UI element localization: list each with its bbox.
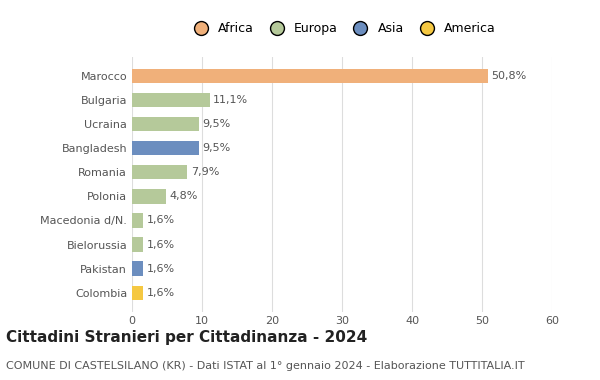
Text: 7,9%: 7,9% xyxy=(191,167,219,177)
Bar xyxy=(132,285,143,300)
Text: 4,8%: 4,8% xyxy=(169,192,197,201)
Bar xyxy=(132,261,143,276)
Text: 1,6%: 1,6% xyxy=(146,264,175,274)
Text: COMUNE DI CASTELSILANO (KR) - Dati ISTAT al 1° gennaio 2024 - Elaborazione TUTTI: COMUNE DI CASTELSILANO (KR) - Dati ISTAT… xyxy=(6,361,524,370)
Bar xyxy=(132,213,143,228)
Bar xyxy=(132,189,166,204)
Text: 50,8%: 50,8% xyxy=(491,71,526,81)
Bar xyxy=(132,93,210,107)
Text: 1,6%: 1,6% xyxy=(146,215,175,225)
Bar xyxy=(132,68,488,83)
Bar xyxy=(132,238,143,252)
Text: 1,6%: 1,6% xyxy=(146,288,175,298)
Bar xyxy=(132,165,187,179)
Legend: Africa, Europa, Asia, America: Africa, Europa, Asia, America xyxy=(183,17,501,40)
Text: 9,5%: 9,5% xyxy=(202,119,230,129)
Text: Cittadini Stranieri per Cittadinanza - 2024: Cittadini Stranieri per Cittadinanza - 2… xyxy=(6,330,367,345)
Text: 9,5%: 9,5% xyxy=(202,143,230,153)
Bar xyxy=(132,141,199,155)
Bar xyxy=(132,117,199,131)
Text: 11,1%: 11,1% xyxy=(213,95,248,105)
Text: 1,6%: 1,6% xyxy=(146,239,175,250)
